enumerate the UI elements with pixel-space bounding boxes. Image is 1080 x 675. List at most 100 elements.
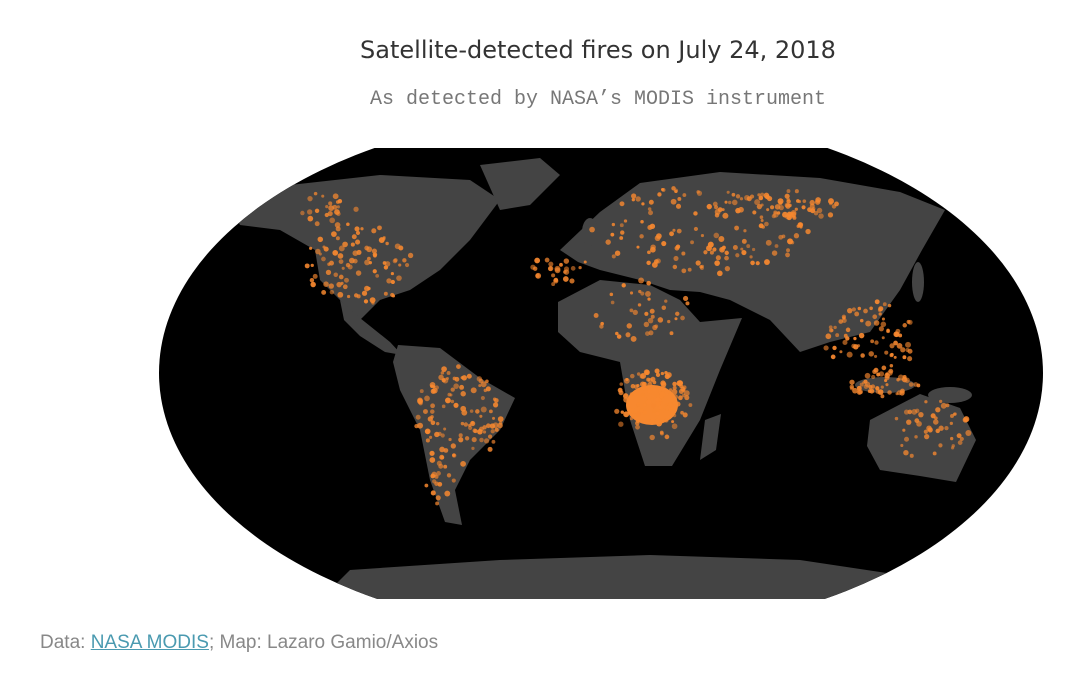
fire-dot xyxy=(317,236,324,243)
fire-dot xyxy=(659,391,666,398)
source-prefix: Data: xyxy=(40,632,86,653)
fire-dot xyxy=(752,210,757,215)
fire-dot xyxy=(610,300,615,305)
fire-dot xyxy=(813,210,819,216)
fire-dot xyxy=(645,331,650,336)
fire-dot xyxy=(758,195,764,201)
fire-dot xyxy=(846,351,853,358)
fire-dot xyxy=(338,274,344,280)
fire-dot xyxy=(342,284,348,290)
fire-dot xyxy=(661,187,666,192)
fire-dot xyxy=(646,280,651,286)
fire-points xyxy=(300,186,972,506)
fire-dot xyxy=(959,436,964,441)
fire-dot xyxy=(889,363,894,368)
fire-dot xyxy=(754,199,761,206)
fire-dot xyxy=(429,450,435,456)
fire-dot xyxy=(678,395,683,401)
fire-dot xyxy=(654,235,661,242)
fire-dot xyxy=(641,384,647,391)
fire-dot xyxy=(314,208,320,214)
fire-dot xyxy=(461,409,468,416)
fire-dot xyxy=(679,384,684,389)
fire-dot xyxy=(647,378,653,384)
fire-dot xyxy=(693,211,698,216)
fire-dot xyxy=(649,223,656,230)
fire-dot xyxy=(786,189,791,194)
fire-dot xyxy=(845,327,851,333)
fire-dot xyxy=(460,461,466,467)
fire-dot xyxy=(386,278,392,284)
uk xyxy=(582,218,598,246)
fire-dot xyxy=(878,326,884,332)
fire-dot xyxy=(676,228,682,234)
fire-dot xyxy=(417,422,424,429)
fire-dot xyxy=(858,332,865,339)
fire-dot xyxy=(414,423,419,429)
fire-dot xyxy=(471,437,477,443)
fire-dot xyxy=(787,211,794,218)
fire-dot xyxy=(902,355,907,360)
fire-dot xyxy=(760,218,764,222)
fire-dot xyxy=(688,403,693,407)
fire-dot xyxy=(815,197,821,203)
fire-dot xyxy=(382,261,387,265)
fire-dot xyxy=(307,215,314,222)
fire-dot xyxy=(915,408,920,414)
fire-dot xyxy=(434,474,439,479)
fire-dot xyxy=(731,192,736,197)
fire-dot xyxy=(887,390,892,395)
fire-dot xyxy=(329,217,336,224)
fire-dot xyxy=(629,291,634,295)
fire-dot xyxy=(658,405,662,410)
fire-dot xyxy=(816,207,823,214)
fire-dot xyxy=(909,453,914,458)
fire-dot xyxy=(335,236,340,241)
fire-dot xyxy=(823,345,829,351)
fire-dot xyxy=(647,317,654,324)
fire-dot xyxy=(709,250,714,255)
fire-dot xyxy=(664,370,668,375)
fire-dot xyxy=(750,260,755,266)
fire-dot xyxy=(652,324,658,331)
fire-dot xyxy=(629,417,634,421)
fire-dot xyxy=(680,410,684,415)
fire-dot xyxy=(599,324,604,329)
fire-dot xyxy=(468,425,473,430)
fire-dot xyxy=(648,210,654,216)
fire-dot xyxy=(703,250,708,255)
fire-dot xyxy=(671,389,678,395)
fire-dot xyxy=(673,188,679,193)
fire-dot xyxy=(682,412,688,418)
fire-dot xyxy=(842,339,848,345)
subtitle: As detected by NASA’s MODIS instrument xyxy=(369,88,827,111)
fire-dot xyxy=(548,261,554,267)
fire-dot xyxy=(424,483,429,488)
africa xyxy=(558,280,742,466)
fire-dot xyxy=(366,246,373,253)
fire-dot xyxy=(880,385,884,389)
fire-dot xyxy=(851,343,856,349)
fire-dot xyxy=(436,471,441,476)
fire-dot xyxy=(430,420,436,426)
fire-dot xyxy=(661,408,666,413)
fire-dot xyxy=(695,260,701,266)
fire-dot xyxy=(712,247,717,252)
fire-dot xyxy=(535,273,540,278)
fire-dot xyxy=(650,403,656,409)
fire-dot xyxy=(902,323,907,328)
fire-dot xyxy=(876,372,881,377)
fire-dot xyxy=(672,381,677,387)
fire-dot xyxy=(672,228,676,232)
fire-dot xyxy=(321,289,327,295)
fire-dot xyxy=(635,196,641,202)
fire-dot xyxy=(647,250,651,255)
fire-dot xyxy=(870,384,876,389)
madagascar xyxy=(700,414,721,460)
fire-dot xyxy=(918,411,924,418)
fire-dot xyxy=(430,403,436,409)
fire-dot xyxy=(378,237,385,244)
fire-dot xyxy=(749,255,753,259)
source-link[interactable]: NASA MODIS xyxy=(90,632,209,653)
fire-dot xyxy=(485,386,491,392)
